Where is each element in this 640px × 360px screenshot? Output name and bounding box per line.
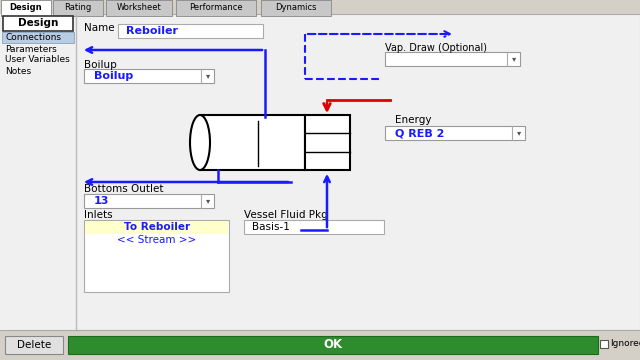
Bar — [53, 0, 103, 16]
Bar — [85, 221, 228, 234]
Text: Performance: Performance — [189, 3, 243, 12]
Text: To Reboiler: To Reboiler — [124, 222, 190, 233]
Bar — [68, 336, 598, 354]
Text: Boilup: Boilup — [84, 60, 116, 70]
Bar — [84, 69, 214, 83]
Text: Basis-1: Basis-1 — [252, 222, 290, 232]
Bar — [176, 0, 256, 16]
Text: Design: Design — [10, 3, 42, 12]
Text: Name: Name — [84, 23, 115, 33]
Text: 13: 13 — [94, 196, 109, 206]
Text: OK: OK — [323, 338, 342, 351]
Text: ▾: ▾ — [512, 54, 516, 63]
Text: Rating: Rating — [65, 3, 92, 12]
Bar — [3, 16, 73, 31]
Bar — [5, 336, 63, 354]
Bar — [200, 115, 305, 170]
Text: Design: Design — [18, 18, 58, 28]
Text: Q REB 2: Q REB 2 — [395, 128, 444, 138]
Bar — [0, 330, 640, 360]
Ellipse shape — [190, 115, 210, 170]
Text: Worksheet: Worksheet — [116, 3, 161, 12]
Bar — [0, 14, 640, 330]
Bar — [385, 126, 525, 140]
Bar — [600, 340, 608, 348]
Text: Inlets: Inlets — [84, 210, 113, 220]
Bar — [305, 115, 350, 170]
Bar — [106, 0, 172, 16]
Bar — [0, 14, 76, 330]
Text: Parameters: Parameters — [5, 45, 57, 54]
Text: Notes: Notes — [5, 67, 31, 76]
Text: ▾: ▾ — [206, 197, 210, 206]
Bar — [385, 52, 520, 66]
Text: Vessel Fluid Pkg: Vessel Fluid Pkg — [244, 210, 328, 220]
Text: ▾: ▾ — [206, 72, 210, 81]
Bar — [84, 194, 214, 208]
Text: ▾: ▾ — [517, 129, 521, 138]
Bar — [261, 0, 331, 16]
Text: << Stream >>: << Stream >> — [117, 235, 196, 245]
Bar — [84, 220, 229, 292]
Bar — [2, 32, 74, 43]
Text: Ignored: Ignored — [610, 339, 640, 348]
Text: Energy: Energy — [395, 115, 431, 125]
Text: User Variables: User Variables — [5, 55, 70, 64]
Bar — [1, 0, 51, 16]
Text: Boilup: Boilup — [94, 71, 133, 81]
Text: Vap. Draw (Optional): Vap. Draw (Optional) — [385, 43, 487, 53]
Text: Reboiler: Reboiler — [126, 26, 178, 36]
Text: Connections: Connections — [5, 33, 61, 42]
Bar — [244, 220, 384, 234]
Bar — [118, 24, 263, 38]
Text: Delete: Delete — [17, 340, 51, 350]
Bar — [0, 0, 640, 14]
Text: Dynamics: Dynamics — [275, 3, 317, 12]
Text: Bottoms Outlet: Bottoms Outlet — [84, 184, 163, 194]
